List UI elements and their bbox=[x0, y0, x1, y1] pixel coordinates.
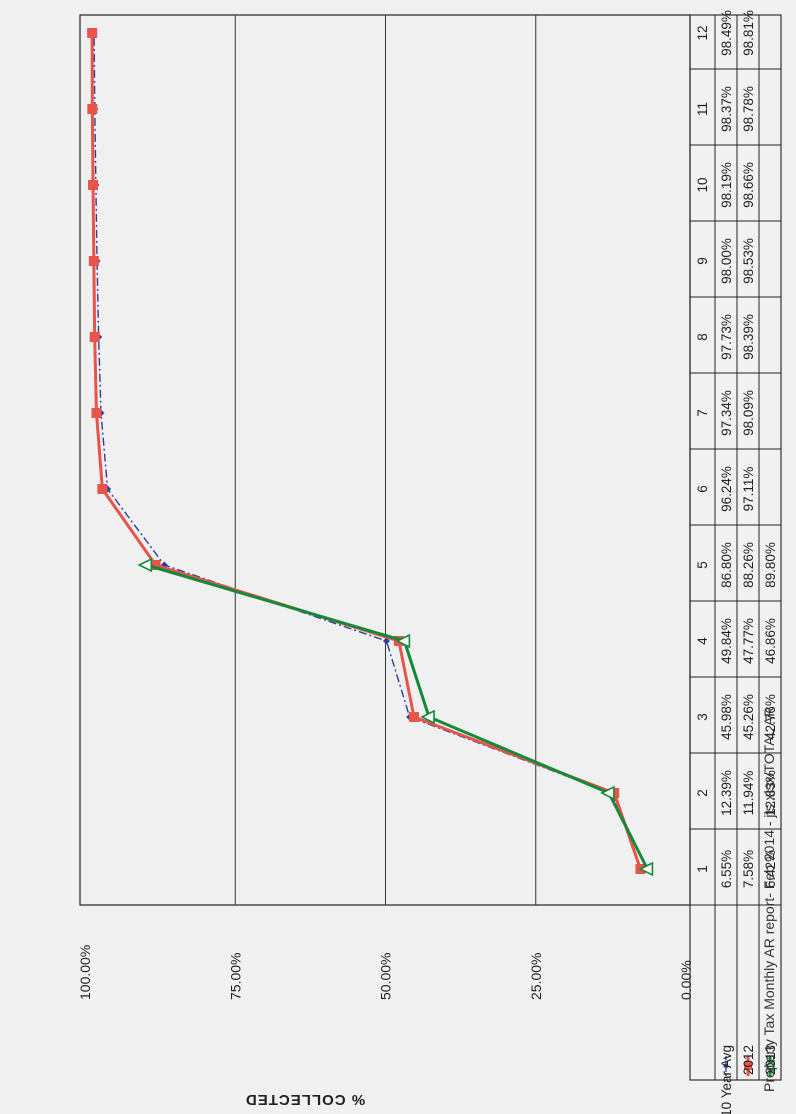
data-value-label: 98.66% bbox=[741, 162, 756, 208]
legend-key-marker bbox=[723, 1063, 729, 1069]
table-frame bbox=[689, 14, 782, 1081]
data-value-label: 98.49% bbox=[719, 10, 734, 56]
data-point-2012 bbox=[408, 712, 419, 722]
legend-key-marker bbox=[744, 1062, 752, 1070]
data-value-label: 86.80% bbox=[719, 542, 734, 588]
data-point-2012 bbox=[88, 180, 99, 190]
legend-entry: 2012 bbox=[741, 1045, 756, 1075]
data-value-label: 45.26% bbox=[741, 694, 756, 740]
y-axis-title: % COLLECTED bbox=[245, 1091, 365, 1108]
data-value-label: 42.76% bbox=[763, 694, 778, 740]
data-table: 1234567891011126.55%12.39%45.98%49.84%86… bbox=[689, 10, 782, 1114]
data-point-2013 bbox=[638, 861, 654, 877]
data-value-label: 97.11% bbox=[741, 467, 756, 512]
data-value-label: 49.84% bbox=[719, 618, 734, 664]
data-value-label: 7.58% bbox=[741, 850, 756, 888]
category-label: 10 bbox=[695, 177, 710, 192]
legend-entry: 2013 bbox=[763, 1045, 778, 1075]
category-label: 9 bbox=[695, 257, 710, 265]
data-point-2013 bbox=[137, 557, 153, 573]
data-point-2012 bbox=[91, 408, 102, 418]
data-value-label: 46.86% bbox=[763, 618, 778, 664]
data-point-2012 bbox=[97, 484, 108, 494]
legend-entry: 10 Year Avg bbox=[719, 1045, 734, 1114]
category-label: 6 bbox=[695, 485, 710, 493]
series-lines bbox=[87, 28, 654, 877]
data-point-2012 bbox=[150, 560, 161, 570]
data-value-label: 98.37% bbox=[719, 86, 734, 132]
data-point-2013 bbox=[395, 633, 411, 649]
y-tick-label: 50.00% bbox=[378, 953, 394, 1000]
grid-lines bbox=[234, 15, 537, 905]
data-point-2013 bbox=[420, 709, 435, 725]
data-value-label: 88.26% bbox=[741, 542, 756, 588]
data-value-label: 89.80% bbox=[763, 542, 778, 588]
data-value-label: 98.19% bbox=[719, 162, 734, 208]
data-value-label: 98.09% bbox=[741, 390, 756, 436]
y-tick-label: 100.00% bbox=[77, 945, 93, 1000]
data-point-2012 bbox=[87, 28, 98, 38]
series-line-2012 bbox=[90, 32, 642, 870]
category-label: 12 bbox=[695, 25, 710, 40]
data-value-label: 98.39% bbox=[741, 314, 756, 360]
y-tick-labels: 0.00% 25.00% 50.00% 75.00% 100.00% bbox=[77, 945, 694, 1000]
data-point-2012 bbox=[87, 104, 98, 114]
data-value-label: 11.94% bbox=[741, 771, 756, 816]
legend-key-marker bbox=[763, 1059, 775, 1073]
data-value-label: 12.39% bbox=[719, 770, 734, 816]
data-value-label: 98.81% bbox=[741, 10, 756, 56]
data-value-label: 96.24% bbox=[719, 466, 734, 512]
category-label: 8 bbox=[695, 333, 710, 341]
data-point-2013 bbox=[600, 785, 615, 801]
data-value-label: 98.78% bbox=[741, 86, 756, 132]
data-value-label: 6.55% bbox=[719, 850, 734, 888]
category-label: 4 bbox=[695, 637, 710, 645]
category-label: 7 bbox=[695, 409, 710, 417]
data-value-label: 12.83% bbox=[763, 770, 778, 816]
category-label: 2 bbox=[695, 789, 710, 797]
category-label: 11 bbox=[695, 102, 710, 116]
footer-caption: Property Tax Monthly AR report- Feb 2014… bbox=[761, 707, 777, 1092]
data-value-label: 47.77% bbox=[741, 618, 756, 664]
data-value-label: 98.00% bbox=[719, 238, 734, 284]
data-value-label: 98.53% bbox=[741, 238, 756, 284]
data-value-label: 97.34% bbox=[719, 390, 734, 436]
category-label: 5 bbox=[695, 561, 710, 569]
data-value-label: 45.98% bbox=[719, 694, 734, 740]
category-label: 3 bbox=[695, 713, 710, 721]
data-point-2012 bbox=[89, 332, 100, 342]
y-tick-label: 25.00% bbox=[528, 953, 544, 1000]
category-label: 1 bbox=[695, 865, 710, 873]
y-tick-label: 0.00% bbox=[678, 960, 694, 1000]
data-point-10-year-avg bbox=[382, 637, 390, 645]
data-value-label: 6.42% bbox=[763, 850, 778, 888]
y-tick-label: 75.00% bbox=[227, 953, 243, 1000]
data-point-2012 bbox=[88, 256, 99, 266]
data-value-label: 97.73% bbox=[719, 314, 734, 360]
